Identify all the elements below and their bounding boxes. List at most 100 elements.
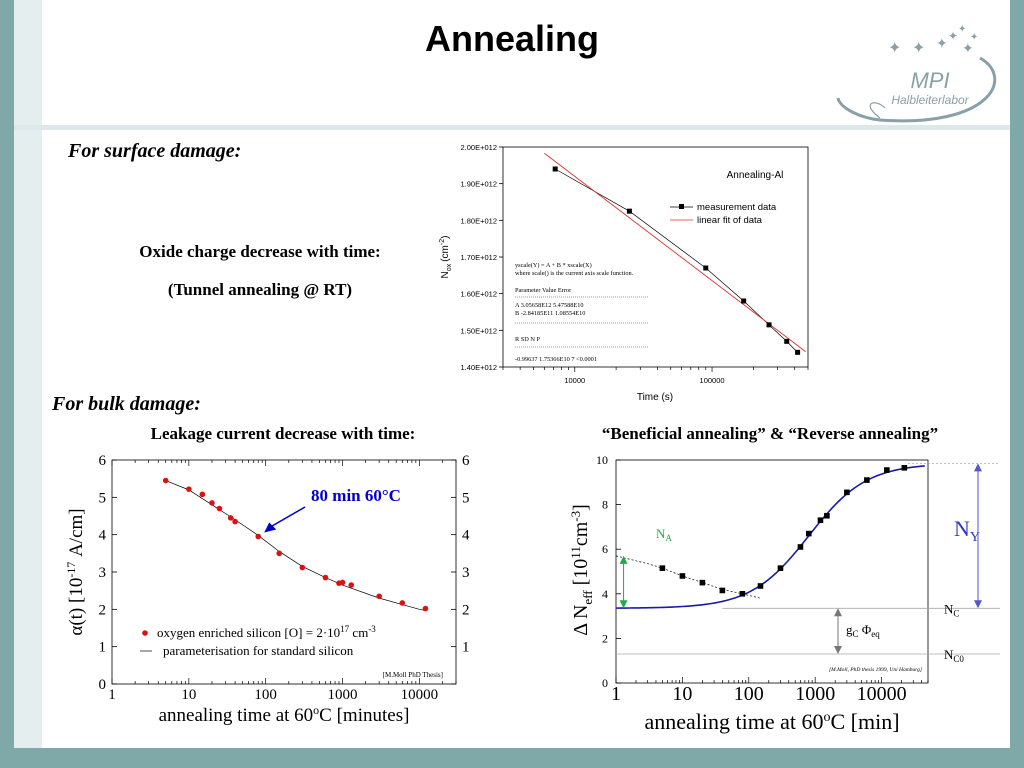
data-point [739, 591, 746, 597]
y-tick-label-right: 2 [462, 602, 470, 618]
data-point [719, 587, 726, 594]
y-tick-label-right: 1 [462, 640, 470, 656]
x-tick-label: 10 [672, 683, 692, 705]
plot-frame [111, 459, 457, 685]
data-point [795, 349, 801, 355]
fit-info-line: -0.99637 1.75366E10 7 <0.0001 [515, 356, 597, 363]
arrowhead [619, 555, 628, 564]
y-tick-label-right: 5 [462, 490, 470, 506]
y-tick-label: 1.60E+012 [461, 290, 498, 299]
chart-title: Annealing-Al [727, 170, 784, 181]
data-point [777, 565, 784, 571]
x-tick-label: 10000 [857, 683, 907, 705]
data-point [299, 564, 306, 571]
neff-heading: “Beneficial annealing” & “Reverse anneal… [601, 424, 939, 443]
x-tick-label: 1000 [795, 683, 835, 705]
bulk-heading: For bulk damage: [52, 393, 201, 415]
data-point [844, 489, 850, 496]
y-tick-label: 1.40E+012 [461, 363, 498, 372]
arrowhead [619, 600, 628, 609]
data-point [227, 515, 234, 521]
fit-info-line: Parameter Value Error [515, 287, 572, 294]
y-tick-label: 2 [99, 602, 107, 618]
fit-info-line: where scale() is the current axis scale … [515, 270, 634, 277]
data-point [766, 322, 772, 328]
y-tick-label: 5 [99, 490, 107, 506]
y-tick-label: 0 [602, 676, 608, 690]
surface-heading: For surface damage: [68, 140, 242, 162]
y-tick-label: 1.50E+012 [461, 326, 498, 335]
x-tick-label: 10000 [564, 376, 585, 385]
data-point [824, 512, 830, 519]
data-point [162, 477, 169, 484]
arrowhead [264, 522, 277, 533]
y-axis-label: Nox(cm-2) [439, 236, 453, 279]
legend-label: oxygen enriched silicon [O] = 2·1017 cm-… [157, 624, 376, 640]
annotation-label: 80 min 60°C [311, 486, 401, 505]
y-tick-label: 1.70E+012 [461, 253, 498, 262]
surface-desc-line2: (Tunnel annealing @ RT) [167, 280, 353, 299]
y-tick-label: 10 [596, 453, 608, 467]
star-icon: ✦ ✦ ✦ ✦ ✦ ✦ ✦ [888, 24, 978, 57]
leakage-heading: Leakage current decrease with time: [150, 424, 416, 443]
y-tick-label-right: 6 [462, 453, 470, 469]
data-point [699, 579, 706, 586]
data-point [199, 491, 206, 498]
y-tick-label: 1.80E+012 [461, 216, 498, 225]
y-tick-label: 2.00E+012 [461, 143, 498, 152]
y-tick-label: 8 [602, 498, 608, 512]
x-tick-label: 1000 [328, 687, 358, 703]
data-point [757, 583, 764, 589]
data-point [348, 582, 355, 588]
svg-text:✦: ✦ [888, 40, 901, 57]
parameterisation-line [165, 480, 426, 611]
fit-info-line: A 3.05658E12 5.47588E10 [515, 302, 584, 309]
annotation-arrow [270, 506, 306, 528]
data-point [901, 465, 908, 471]
plot-frame [502, 146, 809, 368]
x-tick-label: 1 [108, 687, 116, 703]
legend-label: parameterisation for standard silicon [163, 643, 354, 658]
svg-text:✦: ✦ [962, 40, 974, 56]
data-point [626, 208, 632, 214]
y-tick-label: 6 [602, 542, 608, 556]
x-tick-label: 100 [254, 687, 277, 703]
oxide-chart: 1.40E+012 1.50E+012 1.60E+012 1.70E+012 1.80… [439, 143, 809, 403]
legend-label: linear fit of data [697, 215, 763, 226]
data-point [884, 467, 890, 473]
x-tick-label: 10000 [401, 687, 439, 703]
credit: [M.Moll PhD Thesis] [383, 671, 443, 679]
legend-marker [142, 630, 148, 636]
data-point [805, 530, 812, 537]
data-point [339, 579, 346, 586]
y-tick-label: 1 [99, 640, 107, 656]
data-point [276, 550, 283, 557]
y-axis-label: Δ Neff [1011cm-3] [568, 504, 595, 636]
svg-text:✦: ✦ [970, 32, 978, 43]
page-title: Annealing [424, 18, 599, 59]
x-tick-label: 1 [611, 683, 621, 705]
svg-text:✦: ✦ [958, 24, 966, 35]
mpi-logo: ✦ ✦ ✦ ✦ ✦ ✦ ✦ MPI Halbleiterlabor [836, 24, 997, 123]
title-divider [14, 125, 1010, 130]
y-tick-label: 1.90E+012 [461, 180, 498, 189]
y-axis-label: α(t) [10-17 A/cm] [64, 508, 87, 635]
nc0-label: NC0 [944, 647, 964, 664]
data-point [703, 265, 709, 271]
fit-info-line: R SD N P [515, 336, 541, 343]
y-tick-label: 4 [99, 528, 107, 544]
data-point [399, 600, 406, 606]
x-tick-label: 100000 [700, 376, 725, 385]
data-point [552, 166, 558, 172]
logo-subtitle: Halbleiterlabor [891, 93, 969, 107]
logo-swoosh [836, 56, 997, 123]
plot-frame [615, 459, 929, 684]
legend-label: measurement data [697, 202, 777, 213]
y-tick-label: 0 [99, 677, 107, 693]
credit: [M.Moll, PhD thesis 1999, Uni Hamburg] [829, 667, 922, 673]
data-point [322, 574, 329, 581]
y-tick-label: 4 [602, 587, 608, 601]
y-tick-label: 3 [99, 565, 107, 581]
left-accent-bar [14, 0, 42, 748]
